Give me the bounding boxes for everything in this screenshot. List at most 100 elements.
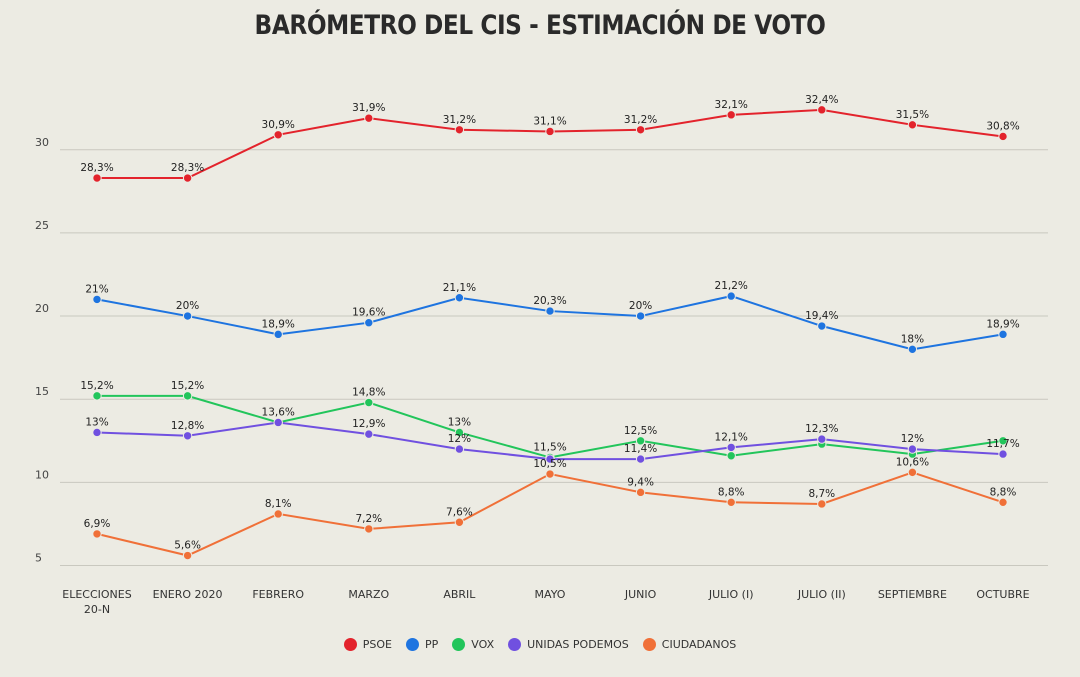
data-label: 12,5% bbox=[624, 425, 657, 437]
data-point bbox=[182, 550, 193, 561]
data-label: 12,1% bbox=[715, 431, 748, 443]
data-point bbox=[998, 449, 1008, 459]
data-label: 11,5% bbox=[533, 441, 566, 453]
data-label: 8,8% bbox=[718, 486, 745, 498]
data-label: 18,9% bbox=[986, 318, 1019, 330]
data-point bbox=[92, 529, 102, 539]
data-label: 12,3% bbox=[805, 423, 838, 435]
data-point bbox=[635, 454, 646, 464]
data-label: 21,2% bbox=[715, 280, 748, 292]
data-point bbox=[273, 417, 283, 428]
legend-dot bbox=[343, 638, 357, 651]
x-tick-label: FEBRERO bbox=[252, 588, 304, 601]
x-tick-label: MARZO bbox=[348, 588, 389, 601]
data-point bbox=[454, 444, 465, 454]
data-point bbox=[273, 130, 283, 140]
data-label: 8,1% bbox=[265, 498, 292, 510]
data-point bbox=[364, 318, 374, 328]
data-point bbox=[545, 469, 555, 479]
data-point bbox=[364, 113, 374, 123]
data-label: 31,2% bbox=[624, 114, 657, 126]
data-label: 8,8% bbox=[990, 486, 1017, 498]
data-label: 31,9% bbox=[352, 102, 385, 114]
legend-label: PP bbox=[425, 638, 439, 651]
data-point bbox=[454, 517, 465, 527]
data-label: 31,5% bbox=[896, 109, 929, 121]
data-label: 30,9% bbox=[262, 119, 295, 131]
legend-dot bbox=[452, 638, 466, 651]
data-label: 13% bbox=[85, 416, 108, 428]
data-point bbox=[273, 329, 283, 340]
data-point bbox=[92, 391, 102, 401]
data-point bbox=[273, 509, 283, 519]
data-point bbox=[92, 427, 102, 438]
data-point bbox=[454, 125, 465, 135]
data-point bbox=[545, 454, 555, 464]
data-point bbox=[998, 436, 1008, 446]
y-tick-label: 30 bbox=[35, 136, 49, 149]
chart-title: BARÓMETRO DEL CIS - ESTIMACIÓN DE VOTO bbox=[254, 10, 826, 41]
data-label: 19,6% bbox=[352, 307, 385, 319]
data-label: 30,8% bbox=[986, 120, 1019, 132]
data-point bbox=[726, 291, 736, 301]
data-point bbox=[545, 126, 555, 137]
data-point bbox=[364, 524, 374, 534]
y-tick-label: 20 bbox=[35, 302, 49, 315]
data-point bbox=[182, 311, 193, 321]
data-label: 18,9% bbox=[262, 318, 295, 330]
data-point bbox=[726, 497, 736, 508]
x-tick-label: ENERO 2020 bbox=[153, 588, 223, 601]
data-point bbox=[635, 436, 646, 446]
legend-dot bbox=[406, 638, 419, 651]
data-point bbox=[364, 429, 374, 439]
data-label: 8,7% bbox=[808, 488, 835, 500]
data-label: 18% bbox=[901, 333, 924, 345]
data-point bbox=[545, 306, 555, 316]
legend-label: PSOE bbox=[362, 638, 392, 651]
data-label: 7,2% bbox=[355, 513, 382, 525]
legend-label: UNIDAS PODEMOS bbox=[527, 638, 629, 651]
x-tick-label: OCTUBRE bbox=[976, 588, 1029, 601]
x-tick-label: JUNIO bbox=[624, 588, 657, 601]
data-point bbox=[998, 131, 1008, 142]
data-point bbox=[454, 293, 465, 303]
x-tick-label: MAYO bbox=[535, 588, 566, 601]
data-label: 13% bbox=[448, 416, 471, 428]
legend-dot bbox=[642, 638, 656, 651]
y-tick-label: 25 bbox=[35, 219, 49, 232]
data-label: 7,6% bbox=[446, 506, 473, 518]
data-label: 20% bbox=[629, 300, 652, 312]
data-label: 5,6% bbox=[174, 540, 201, 552]
legend-item: CIUDADANOS bbox=[642, 638, 736, 651]
data-label: 20% bbox=[176, 300, 199, 312]
legend-item: UNIDAS PODEMOS bbox=[508, 638, 629, 651]
data-point bbox=[726, 442, 736, 453]
legend-label: VOX bbox=[471, 638, 495, 651]
data-point bbox=[907, 344, 918, 355]
data-label: 10,6% bbox=[896, 456, 929, 468]
legend: PSOE PP VOX UNIDAS PODEMOS CIUDADANOS bbox=[0, 638, 1080, 651]
data-label: 20,3% bbox=[533, 295, 566, 307]
data-label: 21% bbox=[85, 283, 108, 295]
y-tick-label: 10 bbox=[35, 468, 49, 481]
data-point bbox=[817, 105, 827, 115]
legend-item: VOX bbox=[452, 638, 494, 651]
data-label: 14,8% bbox=[352, 387, 385, 399]
legend-dot bbox=[508, 638, 522, 651]
data-label: 32,1% bbox=[715, 99, 748, 111]
data-point bbox=[817, 499, 827, 509]
data-point bbox=[998, 329, 1008, 340]
series-line bbox=[96, 471, 1004, 557]
x-tick-label: SEPTIEMBRE bbox=[878, 588, 947, 601]
data-point bbox=[635, 125, 646, 135]
data-label: 15,2% bbox=[171, 380, 204, 392]
data-label: 31,1% bbox=[533, 115, 566, 127]
data-point bbox=[817, 321, 827, 331]
legend-item: PP bbox=[406, 638, 438, 651]
data-label: 31,2% bbox=[443, 114, 476, 126]
data-label: 11,4% bbox=[624, 443, 657, 455]
data-label: 28,3% bbox=[171, 162, 204, 174]
data-label: 12,8% bbox=[171, 420, 204, 432]
data-point bbox=[635, 487, 646, 498]
